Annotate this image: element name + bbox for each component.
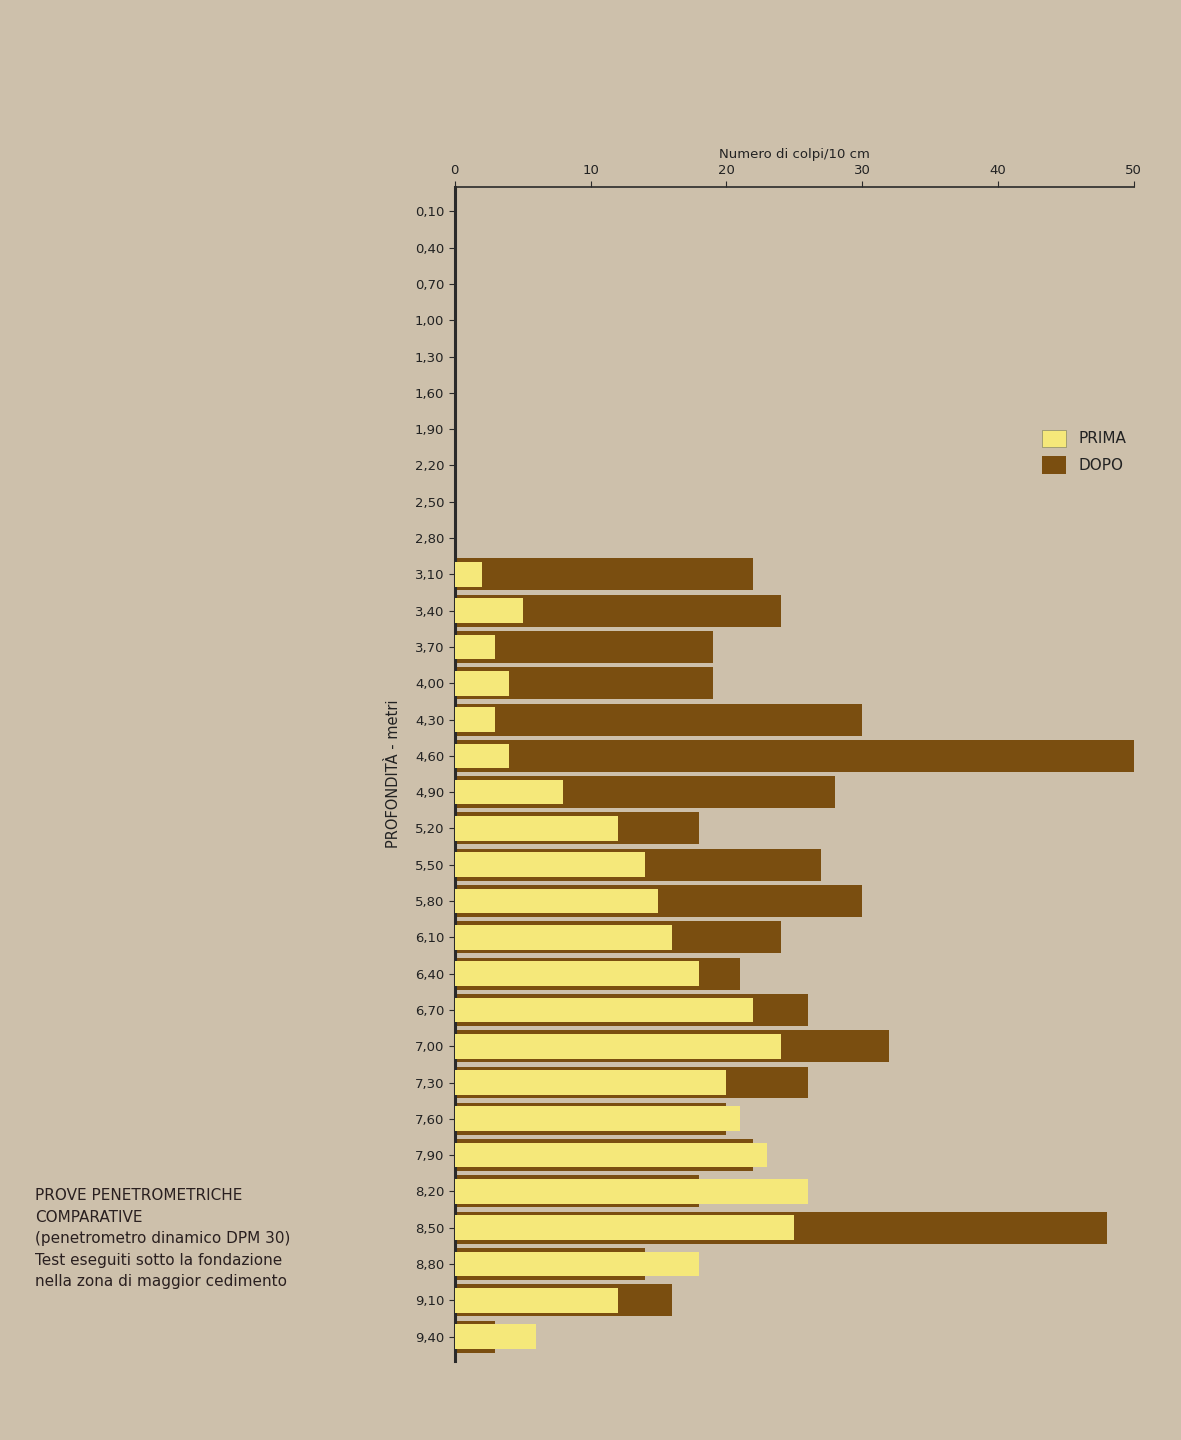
Bar <box>455 848 822 881</box>
Bar <box>455 994 808 1025</box>
Text: PROVE PENETROMETRICHE
COMPARATIVE
(penetrometro dinamico DPM 30)
Test eseguiti s: PROVE PENETROMETRICHE COMPARATIVE (penet… <box>35 1188 291 1289</box>
Bar <box>455 1103 726 1135</box>
Bar <box>455 635 496 660</box>
Bar <box>455 776 835 808</box>
Bar <box>455 1179 808 1204</box>
Bar <box>455 1320 496 1352</box>
Bar <box>455 1251 699 1276</box>
Bar <box>455 1139 753 1171</box>
Bar <box>455 667 713 700</box>
X-axis label: Numero di colpi/10 cm: Numero di colpi/10 cm <box>719 148 869 161</box>
Bar <box>455 888 659 913</box>
Bar <box>455 704 862 736</box>
Bar <box>455 886 862 917</box>
Bar <box>455 998 753 1022</box>
Y-axis label: PROFONDITÀ - metri: PROFONDITÀ - metri <box>386 700 400 848</box>
Bar <box>455 852 645 877</box>
Legend: PRIMA, DOPO: PRIMA, DOPO <box>1042 429 1127 474</box>
Bar <box>455 740 1134 772</box>
Bar <box>455 1287 618 1313</box>
Bar <box>455 922 781 953</box>
Bar <box>455 962 699 986</box>
Bar <box>455 1211 1107 1244</box>
Bar <box>455 559 753 590</box>
Bar <box>455 1284 672 1316</box>
Bar <box>455 1106 739 1132</box>
Bar <box>455 1034 781 1058</box>
Bar <box>455 631 713 662</box>
Bar <box>455 671 509 696</box>
Bar <box>455 780 563 805</box>
Bar <box>455 1070 726 1094</box>
Bar <box>455 924 672 949</box>
Bar <box>455 599 522 624</box>
Bar <box>455 816 618 841</box>
Bar <box>455 812 699 844</box>
Bar <box>455 1248 645 1280</box>
Bar <box>455 1215 795 1240</box>
Bar <box>455 1325 536 1349</box>
Bar <box>455 958 739 989</box>
Bar <box>455 743 509 768</box>
Bar <box>455 1143 768 1168</box>
Bar <box>455 1030 889 1063</box>
Bar <box>455 595 781 626</box>
Bar <box>455 562 482 586</box>
Bar <box>455 1175 699 1207</box>
Bar <box>455 1067 808 1099</box>
Bar <box>455 707 496 732</box>
